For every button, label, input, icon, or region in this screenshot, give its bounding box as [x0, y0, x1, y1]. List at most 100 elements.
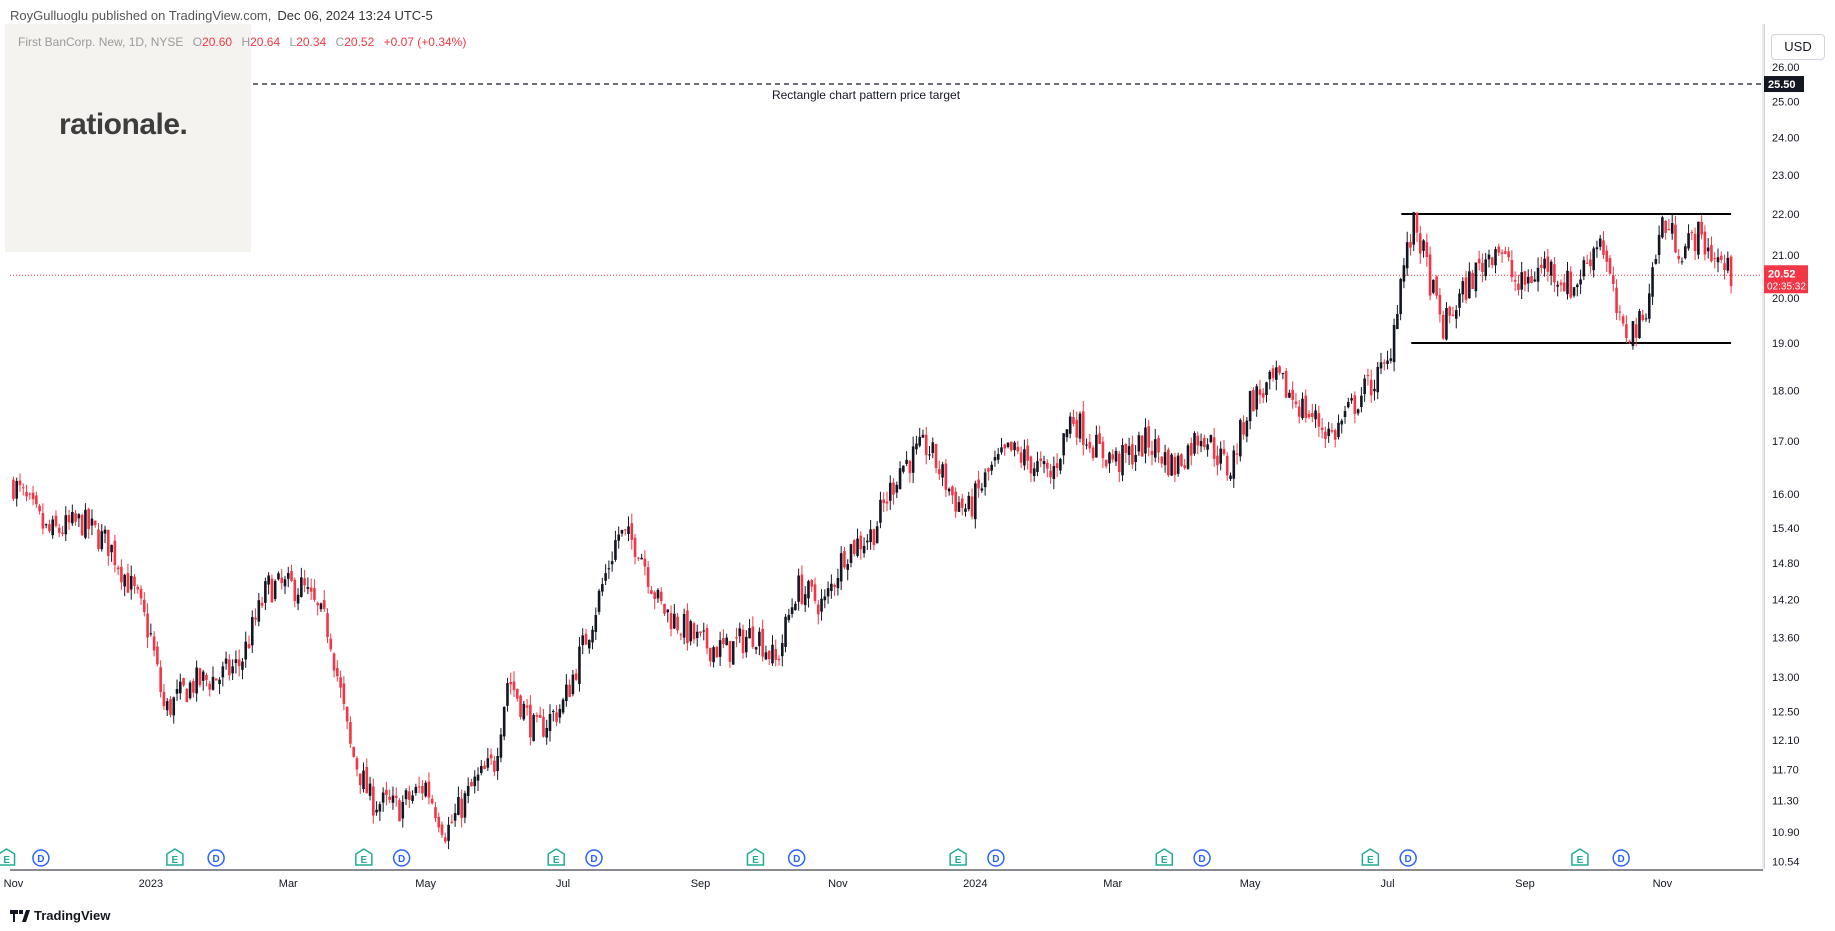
candle-body: [378, 804, 382, 812]
candle-body: [548, 713, 552, 731]
candle-body: [744, 636, 748, 653]
candle-body: [1278, 366, 1281, 373]
candle-body: [803, 594, 807, 606]
candle-body: [1657, 234, 1661, 256]
footer-brand[interactable]: TradingView: [10, 908, 110, 923]
candle-body: [1072, 417, 1075, 425]
candle-body: [1536, 267, 1540, 282]
candle-body: [1448, 306, 1452, 316]
candle-body: [669, 612, 673, 630]
candle-body: [1212, 437, 1216, 459]
y-tick-label: 11.30: [1772, 795, 1799, 807]
candle-body: [136, 586, 140, 590]
candle-body: [201, 671, 205, 681]
candle-body: [944, 463, 948, 490]
y-tick-label: 13.00: [1772, 672, 1800, 684]
x-tick-label: Jul: [556, 878, 570, 890]
candle-body: [725, 637, 728, 646]
candle-body: [794, 603, 797, 611]
candle-body: [12, 479, 15, 499]
candle-body: [980, 488, 984, 491]
candle-body: [254, 617, 257, 620]
candle-body: [1311, 413, 1314, 417]
x-tick-label: Nov: [1653, 878, 1673, 890]
candle-body: [1032, 468, 1036, 476]
candle-body: [1379, 362, 1383, 369]
candle-body: [398, 800, 401, 822]
candle-body: [1432, 279, 1435, 293]
candle-body: [918, 436, 921, 446]
candle-body: [1124, 444, 1128, 453]
candle-body: [493, 760, 496, 772]
candle-body: [496, 755, 499, 771]
candle-body: [1114, 450, 1118, 462]
candle-body: [1504, 251, 1507, 254]
candle-body: [165, 701, 169, 711]
candle-body: [1513, 279, 1517, 282]
candle-body: [1098, 433, 1101, 444]
candle-body: [996, 454, 1000, 460]
candle-body: [839, 553, 843, 582]
candle-body: [143, 599, 146, 612]
candle-body: [273, 581, 277, 599]
publisher-text: RoyGulluoglu published on TradingView.co…: [10, 8, 272, 23]
candle-body: [614, 540, 617, 560]
candle-body: [178, 681, 182, 694]
candle-body: [875, 526, 879, 544]
candle-body: [731, 641, 735, 665]
candle-body: [515, 688, 519, 699]
candle-body: [388, 796, 391, 800]
candle-body: [260, 602, 264, 606]
candle-body: [457, 797, 460, 815]
candle-body: [1006, 442, 1010, 448]
candle-body: [1045, 462, 1049, 469]
candle-body: [293, 579, 297, 602]
candle-body: [879, 499, 882, 523]
candle-body: [1275, 367, 1278, 380]
candle-body: [1301, 398, 1304, 419]
candle-body: [1366, 374, 1370, 377]
candle-body: [718, 640, 722, 657]
candle-body: [1608, 258, 1612, 274]
chart-area[interactable]: [8, 24, 1765, 869]
candle-body: [1510, 260, 1514, 278]
candle-body: [758, 631, 761, 647]
candle-body: [303, 578, 306, 586]
earnings-event-icon: [1571, 848, 1589, 866]
candle-body: [375, 809, 378, 813]
candle-body: [1271, 368, 1275, 379]
candle-body: [1615, 287, 1618, 313]
candle-body: [1625, 324, 1628, 339]
candle-body: [90, 518, 94, 526]
candle-body: [1314, 410, 1317, 420]
currency-selector[interactable]: USD: [1771, 34, 1825, 60]
candle-body: [97, 529, 100, 550]
candle-body: [656, 589, 660, 599]
candle-body: [1556, 284, 1559, 287]
candle-body: [1065, 429, 1069, 438]
candle-body: [1454, 310, 1458, 319]
candle-body: [1651, 267, 1654, 297]
symbol-name[interactable]: First BanCorp. New, 1D, NYSE: [18, 35, 184, 49]
candle-body: [787, 614, 791, 621]
candle-body: [1647, 293, 1651, 319]
candle-body: [1095, 434, 1098, 458]
earnings-event-label: E: [752, 855, 759, 866]
candle-body: [244, 641, 248, 660]
candle-body: [77, 514, 81, 519]
candle-body: [535, 715, 539, 717]
candle-body: [924, 434, 928, 456]
candle-body: [74, 513, 77, 522]
candle-body: [1180, 454, 1183, 466]
candle-body: [322, 600, 326, 610]
y-tick-label: 13.60: [1772, 632, 1800, 644]
y-tick-label: 10.54: [1772, 857, 1800, 869]
x-tick-label: May: [415, 878, 436, 890]
candle-body: [1088, 441, 1092, 449]
candle-body: [1549, 261, 1553, 276]
symbol-legend[interactable]: First BanCorp. New, 1D, NYSE O20.60 H20.…: [18, 35, 466, 49]
candle-body: [869, 529, 872, 543]
candle-body: [666, 609, 670, 613]
candle-body: [807, 581, 810, 599]
